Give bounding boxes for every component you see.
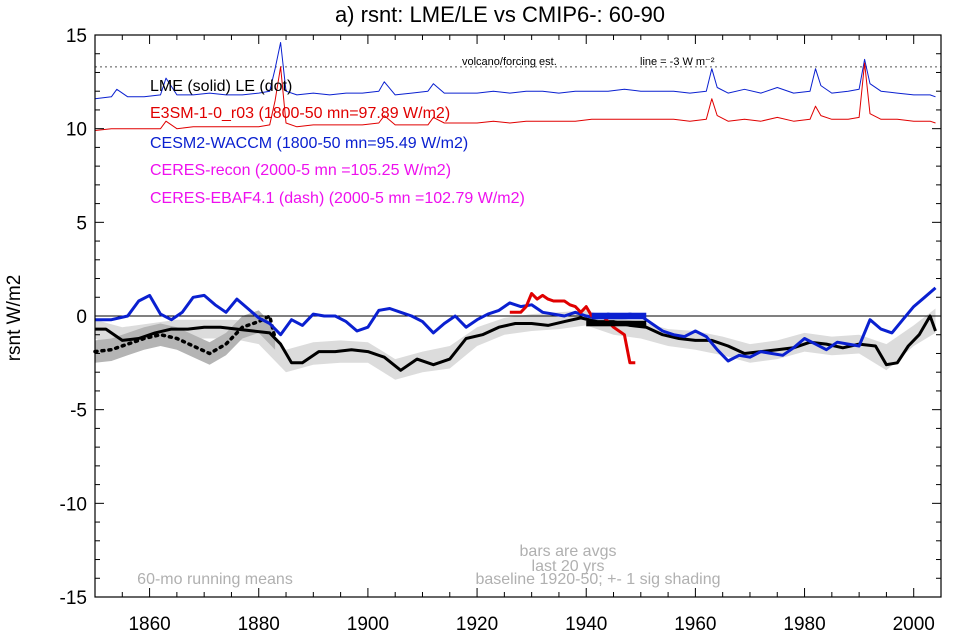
note-running-means: 60-mo running means xyxy=(137,571,293,588)
bar-avg-black xyxy=(586,320,647,327)
series-layer xyxy=(93,42,937,372)
x-tick-label: 2000 xyxy=(893,614,935,635)
y-tick-label: 5 xyxy=(76,213,87,234)
note-baseline: baseline 1920-50; +- 1 sig shading xyxy=(475,571,720,588)
bar-avg-blue xyxy=(591,312,647,320)
series-cesm2-waccm xyxy=(95,286,937,363)
x-tick-label: 1980 xyxy=(783,614,825,635)
note-last-20-yrs: last 20 yrs xyxy=(532,558,605,575)
le-shading xyxy=(95,310,276,365)
y-tick-label: 15 xyxy=(66,26,87,47)
y-tick-label: 0 xyxy=(76,307,87,328)
series-forcing-red xyxy=(94,62,936,131)
shading-layer xyxy=(95,308,936,380)
y-axis-label: rsnt W/m2 xyxy=(4,275,25,362)
x-tick-label: 1920 xyxy=(456,614,498,635)
series-forcing-blue xyxy=(94,42,936,100)
y-tick-label: -5 xyxy=(70,401,87,422)
legend-cesm2-waccm: CESM2-WACCM (1800-50 mn=95.49 W/m2) xyxy=(150,135,468,152)
note-bars-are-avgs: bars are avgs xyxy=(520,543,617,560)
y-tick-label: -15 xyxy=(60,588,87,609)
chart-title: a) rsnt: LME/LE vs CMIP6-: 60-90 xyxy=(335,2,665,27)
y-tick-label: 10 xyxy=(66,120,87,141)
legend-ceres-ebaf: CERES-EBAF4.1 (dash) (2000-5 mn =102.79 … xyxy=(150,190,525,207)
axis-ticks: 1860 1880 1900 1920 1940 1960 1980 2000 -15 -10 -5… xyxy=(60,26,942,635)
reference-line-note: line = -3 W m⁻² xyxy=(640,56,715,68)
legend-e3sm: E3SM-1-0_r03 (1800-50 mn=97.89 W/m2) xyxy=(150,105,450,122)
x-tick-label: 1940 xyxy=(565,614,607,635)
legend-ceres-recon: CERES-recon (2000-5 mn =105.25 W/m2) xyxy=(150,162,451,179)
reference-lines xyxy=(95,66,941,317)
series-le xyxy=(93,314,277,356)
x-tick-label: 1880 xyxy=(238,614,280,635)
series-e3sm-1-0_r03 xyxy=(509,292,636,365)
x-tick-label: 1860 xyxy=(128,614,170,635)
legend-lme-le: LME (solid) LE (dot) xyxy=(150,78,292,95)
x-tick-label: 1960 xyxy=(674,614,716,635)
reference-line-label: volcano/forcing est. xyxy=(462,56,557,68)
x-tick-label: 1900 xyxy=(347,614,389,635)
average-bars xyxy=(586,312,647,327)
y-tick-label: -10 xyxy=(60,494,87,515)
